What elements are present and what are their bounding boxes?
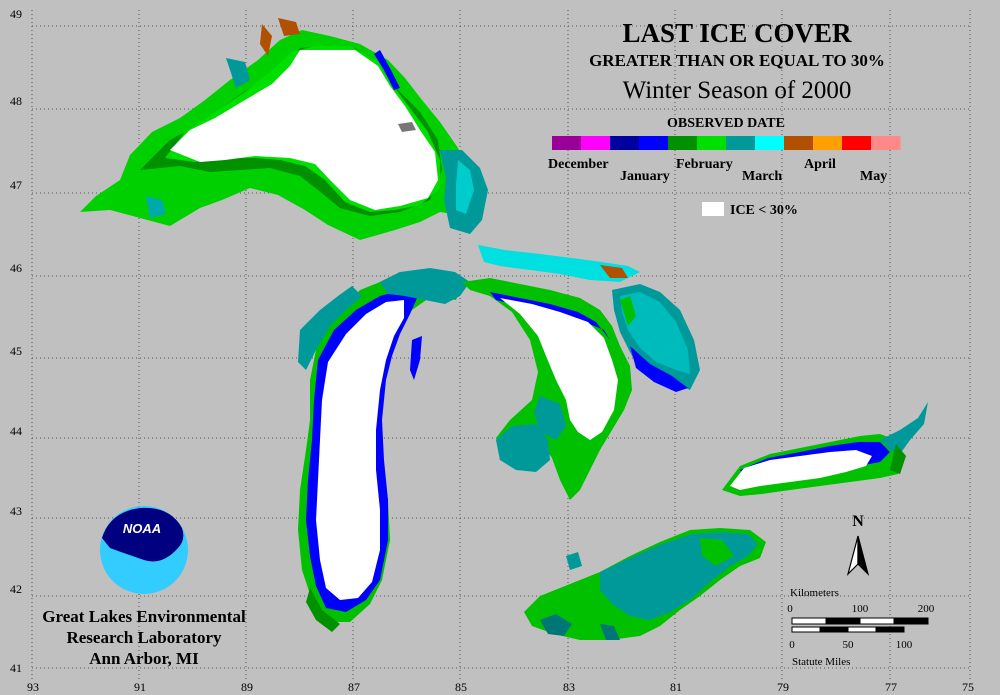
scale-mi-title: Statute Miles <box>792 656 850 668</box>
legend-heading: OBSERVED DATE <box>667 116 785 131</box>
lat-label: 43 <box>10 504 22 518</box>
lon-label: 77 <box>885 680 897 694</box>
legend-color-segment <box>581 136 611 150</box>
lat-label: 46 <box>10 261 22 275</box>
noaa-logo: NOAA <box>100 506 188 594</box>
legend-color-segment <box>755 136 785 150</box>
legend-color-segment <box>668 136 698 150</box>
lake-erie <box>524 528 766 640</box>
map-subtitle: GREATER THAN OR EQUAL TO 30% <box>589 51 885 70</box>
graticule <box>31 10 971 680</box>
lake-huron <box>462 278 700 500</box>
lake-ontario <box>722 402 928 496</box>
lat-label: 42 <box>10 582 22 596</box>
legend-color-segment <box>871 136 901 150</box>
lon-label: 91 <box>134 680 146 694</box>
lon-label: 75 <box>962 680 974 694</box>
legend-color-segment <box>610 136 640 150</box>
lat-label: 48 <box>10 94 22 108</box>
lat-label: 47 <box>10 178 22 192</box>
org-line-1: Great Lakes Environmental <box>42 607 246 626</box>
scale-mi-bar <box>791 626 905 633</box>
lon-label: 83 <box>563 680 575 694</box>
noaa-logo-bird <box>102 507 184 562</box>
scale-km-bar <box>791 617 929 625</box>
latitude-labels: 49 48 47 46 45 44 43 42 41 <box>10 7 22 675</box>
lon-label: 79 <box>777 680 789 694</box>
legend: OBSERVED DATE December January February … <box>548 116 901 218</box>
legend-color-segment <box>639 136 669 150</box>
scale-km-tick: 100 <box>852 603 869 615</box>
legend-color-segment <box>842 136 872 150</box>
lon-label: 85 <box>455 680 467 694</box>
legend-color-segment <box>552 136 582 150</box>
lat-label: 41 <box>10 661 22 675</box>
legend-month: March <box>742 169 782 184</box>
scale-mi-tick: 50 <box>843 639 855 651</box>
north-arrow-icon <box>846 535 859 576</box>
lake-superior <box>80 18 488 240</box>
lon-label: 89 <box>241 680 253 694</box>
season-label: Winter Season of 2000 <box>623 77 852 104</box>
lon-label: 87 <box>348 680 360 694</box>
lon-label: 81 <box>670 680 682 694</box>
title-block: LAST ICE COVER GREATER THAN OR EQUAL TO … <box>589 18 885 104</box>
north-channel <box>380 245 640 304</box>
legend-color-segment <box>726 136 756 150</box>
map-title: LAST ICE COVER <box>622 18 852 48</box>
legend-color-segment <box>697 136 727 150</box>
north-label: N <box>852 513 864 530</box>
scale-km-tick: 200 <box>918 603 935 615</box>
north-arrow: N <box>846 513 870 576</box>
scale-mi-tick: 100 <box>896 639 913 651</box>
lat-label: 49 <box>10 7 22 21</box>
noaa-logo-text: NOAA <box>123 521 161 536</box>
legend-month: February <box>676 157 733 172</box>
scale-km-tick: 0 <box>787 603 793 615</box>
lat-label: 44 <box>10 424 22 438</box>
legend-month: December <box>548 157 609 172</box>
lake-st-clair <box>566 552 582 570</box>
no-ice-label: ICE < 30% <box>730 203 798 218</box>
legend-color-segment <box>813 136 843 150</box>
no-ice-swatch <box>702 202 724 216</box>
organization-block: Great Lakes Environmental Research Labor… <box>42 607 246 668</box>
legend-color-bar <box>552 136 901 150</box>
legend-month: May <box>860 169 887 184</box>
legend-month: April <box>804 157 836 172</box>
lat-label: 45 <box>10 344 22 358</box>
scale-bar: Kilometers 0 100 200 0 50 100 Statute Mi… <box>787 587 935 668</box>
legend-month: January <box>620 169 670 184</box>
org-line-2: Research Laboratory <box>66 628 222 647</box>
scale-km-title: Kilometers <box>790 587 839 599</box>
lake-michigan <box>298 272 460 632</box>
longitude-labels: 93 91 89 87 85 83 81 79 77 75 <box>27 680 974 694</box>
scale-mi-tick: 0 <box>789 639 795 651</box>
org-line-3: Ann Arbor, MI <box>89 649 199 668</box>
lon-label: 93 <box>27 680 39 694</box>
legend-color-segment <box>784 136 814 150</box>
